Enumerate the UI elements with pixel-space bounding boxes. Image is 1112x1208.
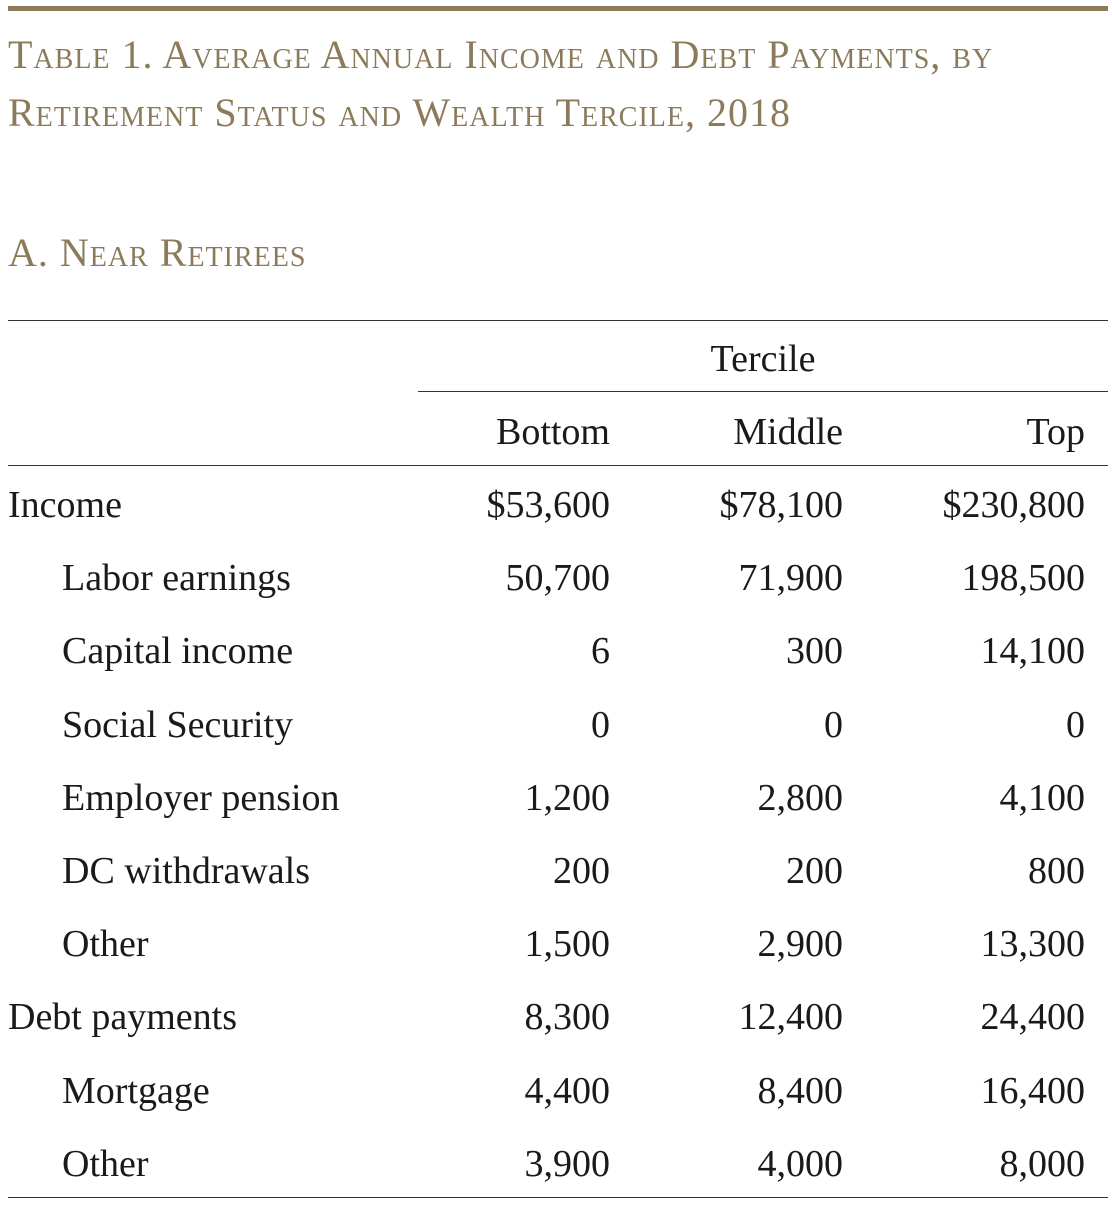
cell-middle: 2,800 bbox=[757, 776, 844, 819]
column-header-bottom: Bottom bbox=[495, 411, 610, 453]
table-row: Mortgage 4,400 8,400 16,400 bbox=[0, 1055, 1112, 1128]
table-row: Other 1,500 2,900 13,300 bbox=[0, 908, 1112, 981]
row-label: Employer pension bbox=[62, 776, 340, 819]
cell-top: 14,100 bbox=[980, 630, 1086, 673]
row-label: Other bbox=[62, 1142, 149, 1185]
cell-top: 198,500 bbox=[961, 557, 1086, 600]
cell-middle: 8,400 bbox=[757, 1069, 844, 1112]
cell-bottom: 1,200 bbox=[524, 776, 611, 819]
cell-top: $230,800 bbox=[942, 484, 1086, 526]
column-group-header: Tercile bbox=[710, 338, 816, 380]
cell-bottom: 0 bbox=[591, 703, 610, 746]
row-label: Social Security bbox=[62, 703, 294, 746]
cell-bottom: 3,900 bbox=[524, 1142, 611, 1185]
table-row: Labor earnings 50,700 71,900 198,500 bbox=[0, 542, 1112, 615]
row-label: Income bbox=[8, 484, 122, 526]
row-label: Mortgage bbox=[62, 1069, 210, 1112]
column-header-middle: Middle bbox=[733, 411, 843, 453]
row-label: Other bbox=[62, 923, 149, 966]
group-header-rule bbox=[418, 391, 1108, 392]
cell-top: 16,400 bbox=[980, 1069, 1086, 1112]
table-top-rule bbox=[8, 320, 1108, 321]
cell-top: 8,000 bbox=[999, 1142, 1086, 1185]
row-label: Capital income bbox=[62, 630, 294, 673]
cell-top: 24,400 bbox=[980, 996, 1086, 1039]
cell-middle: 0 bbox=[824, 703, 843, 746]
table-title: Table 1. Average Annual Income and Debt … bbox=[8, 32, 994, 135]
cell-top: 800 bbox=[1028, 850, 1085, 892]
cell-bottom: 6 bbox=[591, 630, 610, 673]
row-label: Labor earnings bbox=[62, 557, 291, 600]
cell-bottom: 4,400 bbox=[524, 1069, 611, 1112]
cell-middle: 200 bbox=[786, 850, 843, 892]
cell-bottom: 200 bbox=[553, 850, 610, 892]
table-row: Social Security 0 0 0 bbox=[0, 689, 1112, 762]
table-row: DC withdrawals 200 200 800 bbox=[0, 835, 1112, 908]
column-header-top: Top bbox=[1026, 411, 1085, 453]
cell-top: 4,100 bbox=[999, 776, 1086, 819]
top-accent-rule bbox=[8, 6, 1108, 11]
cell-middle: 2,900 bbox=[757, 923, 844, 966]
table-bottom-rule bbox=[8, 1197, 1108, 1198]
cell-bottom: $53,600 bbox=[486, 484, 611, 526]
cell-middle: $78,100 bbox=[719, 484, 844, 526]
cell-bottom: 50,700 bbox=[505, 557, 611, 600]
row-label: Debt payments bbox=[8, 996, 238, 1039]
cell-top: 13,300 bbox=[980, 923, 1086, 966]
cell-bottom: 8,300 bbox=[524, 996, 611, 1039]
table-row: Income $53,600 $78,100 $230,800 bbox=[0, 469, 1112, 542]
cell-middle: 71,900 bbox=[738, 557, 844, 600]
table-row: Other 3,900 4,000 8,000 bbox=[0, 1128, 1112, 1201]
table-row: Capital income 6 300 14,100 bbox=[0, 615, 1112, 688]
row-label: DC withdrawals bbox=[62, 850, 311, 892]
cell-middle: 300 bbox=[786, 630, 843, 673]
cell-bottom: 1,500 bbox=[524, 923, 611, 966]
table-row: Debt payments 8,300 12,400 24,400 bbox=[0, 981, 1112, 1054]
table-row: Employer pension 1,200 2,800 4,100 bbox=[0, 762, 1112, 835]
cell-middle: 4,000 bbox=[757, 1142, 844, 1185]
cell-top: 0 bbox=[1066, 703, 1085, 746]
panel-title: A. Near Retirees bbox=[8, 230, 307, 275]
cell-middle: 12,400 bbox=[738, 996, 844, 1039]
header-bottom-rule bbox=[8, 465, 1108, 466]
